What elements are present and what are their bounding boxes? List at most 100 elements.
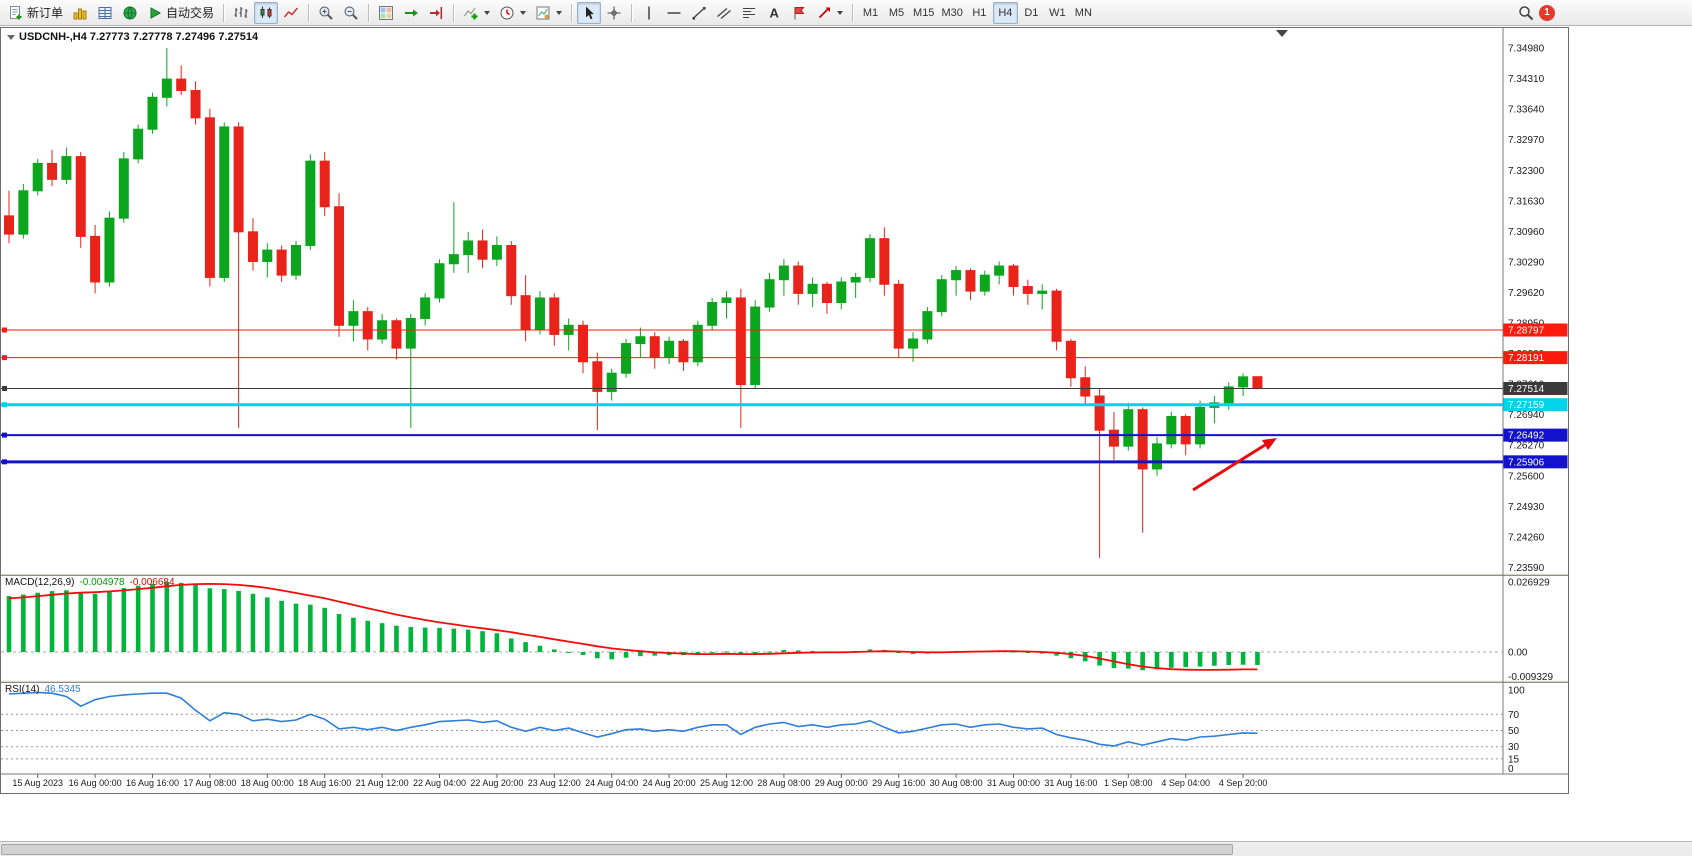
timeframe-M30-button[interactable]: M30 <box>938 2 965 24</box>
vertical-line-icon <box>648 6 650 19</box>
horizontal-scrollbar[interactable] <box>0 841 1692 856</box>
macd-histogram-bar <box>221 589 227 652</box>
templates-button[interactable] <box>531 2 566 24</box>
chart-frame <box>1 28 1568 775</box>
svg-text:4 Sep 20:00: 4 Sep 20:00 <box>1219 778 1268 788</box>
svg-text:28 Aug 08:00: 28 Aug 08:00 <box>757 778 810 788</box>
notification-badge[interactable]: 1 <box>1539 4 1555 21</box>
current-price-line-handle[interactable] <box>2 386 7 392</box>
chart-end-marker-icon[interactable] <box>1276 30 1288 37</box>
svg-text:22 Aug 20:00: 22 Aug 20:00 <box>470 778 523 788</box>
candle-body <box>362 311 373 340</box>
text-tool-button[interactable]: A <box>762 2 786 24</box>
crosshair-tool-button[interactable] <box>602 2 626 24</box>
candle-body <box>75 156 86 237</box>
horizontal-lines: 7.28797 7.28191 7.27514 7.27159 7.26492 7.259… <box>1 323 1568 469</box>
candle-body <box>1094 395 1105 431</box>
zoom-in-button[interactable] <box>314 2 338 24</box>
timeframe-M5-button[interactable]: M5 <box>884 2 909 24</box>
indicators-icon <box>464 7 478 19</box>
trendline-tool-button[interactable] <box>687 2 711 24</box>
cursor-tool-button[interactable] <box>577 1 602 24</box>
macd-histogram-bar <box>293 603 299 652</box>
candle-body <box>1051 290 1062 342</box>
timeframe-D1-button[interactable]: D1 <box>1019 2 1044 24</box>
candle-body <box>61 156 72 180</box>
svg-text:7.34980: 7.34980 <box>1508 44 1545 55</box>
line-chart-mode-button[interactable] <box>279 2 303 24</box>
support-line-cyan-price-tag-label: 7.27159 <box>1508 400 1545 411</box>
timeframe-M15-button[interactable]: M15 <box>910 2 937 24</box>
macd-histogram-bar <box>351 617 356 652</box>
support-line-blue-1-price-tag-label: 7.26492 <box>1508 431 1545 442</box>
chart-canvas[interactable]: 7.34980 7.34310 7.33640 7.32970 7.32300 7.316… <box>1 28 1568 793</box>
resistance-line-2-handle[interactable] <box>2 355 7 361</box>
svg-text:7.29620: 7.29620 <box>1508 288 1545 299</box>
candle-body <box>994 265 1005 276</box>
candle-body <box>549 297 560 335</box>
timeframe-group: M1 M5 M15 M30 H1 H4 D1 W1 MN <box>858 1 1096 24</box>
resistance-line-1-handle[interactable] <box>2 327 7 333</box>
auto-scroll-button[interactable] <box>399 2 423 24</box>
navigator-button[interactable] <box>118 2 142 24</box>
search-button[interactable] <box>1514 2 1538 24</box>
svg-text:7.24260: 7.24260 <box>1508 532 1545 543</box>
vertical-line-tool-button[interactable] <box>637 2 661 24</box>
candlestick-mode-button[interactable] <box>254 1 279 24</box>
macd-histogram-bar <box>566 652 571 653</box>
svg-text:7.30960: 7.30960 <box>1508 227 1545 238</box>
candlestick-icon <box>260 6 272 18</box>
chart-shift-button[interactable] <box>424 2 448 24</box>
new-order-button[interactable]: 新订单 <box>4 2 67 24</box>
market-watch-button[interactable] <box>68 2 92 24</box>
svg-text:16 Aug 00:00: 16 Aug 00:00 <box>69 778 122 788</box>
candle-body <box>1022 286 1033 294</box>
macd-histogram-bar <box>523 642 528 652</box>
candle-body <box>893 283 904 349</box>
macd-histogram-bar <box>279 600 284 652</box>
trend-arrow-annotation[interactable] <box>1192 438 1277 492</box>
scrollbar-thumb[interactable] <box>1 844 1233 855</box>
macd-histogram-bar <box>379 623 385 652</box>
support-line-cyan-handle[interactable] <box>2 402 7 408</box>
indicators-button[interactable] <box>459 2 494 24</box>
fibonacci-tool-button[interactable] <box>737 2 761 24</box>
support-line-blue-2-handle[interactable] <box>2 459 7 465</box>
macd-histogram-bar <box>236 590 241 652</box>
market-watch-icon <box>73 8 87 19</box>
label-tool-button[interactable] <box>787 2 811 24</box>
macd-histogram-bar <box>767 651 772 653</box>
candle-body <box>319 160 330 208</box>
timeframe-MN-button[interactable]: MN <box>1071 2 1096 24</box>
tile-windows-button[interactable] <box>374 2 398 24</box>
timeframe-H4-button[interactable]: H4 <box>992 1 1018 24</box>
toolbar: 新订单 自动交易 <box>0 0 1692 26</box>
trend-arrow-shaft[interactable] <box>1192 443 1266 492</box>
candle-body <box>1065 340 1076 379</box>
macd-histogram-bar <box>422 627 428 652</box>
trend-arrow-head[interactable] <box>1262 438 1277 450</box>
bar-chart-mode-button[interactable] <box>229 2 253 24</box>
svg-text:16 Aug 16:00: 16 Aug 16:00 <box>126 778 179 788</box>
candle-body <box>1166 416 1177 445</box>
text-icon: A <box>770 5 780 20</box>
candle-body <box>463 240 474 256</box>
auto-trading-button[interactable]: 自动交易 <box>143 2 218 24</box>
data-window-button[interactable] <box>93 2 117 24</box>
arrows-tool-button[interactable] <box>812 2 847 24</box>
periods-button[interactable] <box>495 2 530 24</box>
bar-chart-icon <box>234 6 248 18</box>
timeframe-M1-button[interactable]: M1 <box>858 2 883 24</box>
candle-body <box>104 217 115 283</box>
timeframe-H1-button[interactable]: H1 <box>967 2 992 24</box>
macd-histogram-bar <box>408 627 414 652</box>
candle-body <box>1137 409 1148 470</box>
macd-histogram-bar <box>494 633 500 652</box>
support-line-blue-1-handle[interactable] <box>2 432 7 438</box>
macd-histogram-bar <box>35 592 40 652</box>
zoom-out-button[interactable] <box>339 2 363 24</box>
timeframe-W1-button[interactable]: W1 <box>1045 2 1070 24</box>
channel-tool-button[interactable] <box>712 2 736 24</box>
horizontal-line-tool-button[interactable] <box>662 2 686 24</box>
chart-menu-arrow-icon[interactable] <box>7 34 15 40</box>
